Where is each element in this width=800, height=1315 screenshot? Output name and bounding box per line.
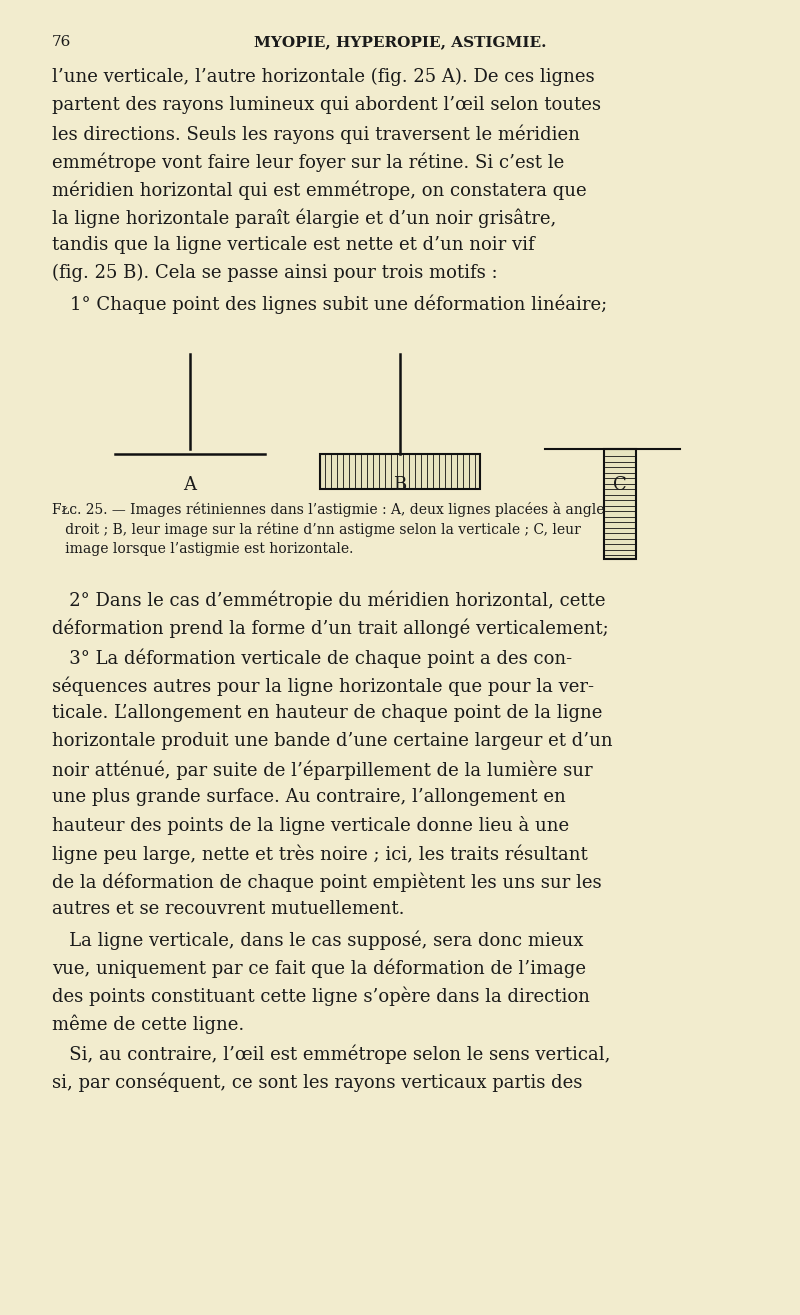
Text: horizontale produit une bande d’une certaine largeur et d’un: horizontale produit une bande d’une cert… (52, 732, 613, 750)
Text: 3° La déformation verticale de chaque point a des con-: 3° La déformation verticale de chaque po… (52, 648, 572, 668)
Text: vue, uniquement par ce fait que la déformation de l’image: vue, uniquement par ce fait que la défor… (52, 959, 586, 977)
Text: l’une verticale, l’autre horizontale (fig. 25 A). De ces lignes: l’une verticale, l’autre horizontale (fi… (52, 68, 594, 87)
Text: ticale. L’allongement en hauteur de chaque point de la ligne: ticale. L’allongement en hauteur de chaq… (52, 704, 602, 722)
Text: Fᴌᴄ. 25. — Images rétiniennes dans l’astigmie : A, deux lignes placées à angle: Fᴌᴄ. 25. — Images rétiniennes dans l’ast… (52, 502, 605, 517)
Bar (604, 448, 636, 559)
Text: B: B (394, 476, 406, 494)
Text: une plus grande surface. Au contraire, l’allongement en: une plus grande surface. Au contraire, l… (52, 788, 566, 806)
Text: ligne peu large, nette et très noire ; ici, les traits résultant: ligne peu large, nette et très noire ; i… (52, 844, 588, 864)
Text: A: A (183, 476, 197, 494)
Text: si, par conséquent, ce sont les rayons verticaux partis des: si, par conséquent, ce sont les rayons v… (52, 1072, 582, 1091)
Text: tandis que la ligne verticale est nette et d’un noir vif: tandis que la ligne verticale est nette … (52, 235, 534, 254)
Text: 1° Chaque point des lignes subit une déformation linéaire;: 1° Chaque point des lignes subit une déf… (70, 295, 607, 313)
Text: méridien horizontal qui est emmétrope, on constatera que: méridien horizontal qui est emmétrope, o… (52, 180, 586, 200)
Text: noir atténué, par suite de l’éparpillement de la lumière sur: noir atténué, par suite de l’éparpilleme… (52, 760, 593, 780)
Text: même de cette ligne.: même de cette ligne. (52, 1014, 244, 1034)
Text: hauteur des points de la ligne verticale donne lieu à une: hauteur des points de la ligne verticale… (52, 817, 569, 835)
Text: 2° Dans le cas d’emmétropie du méridien horizontal, cette: 2° Dans le cas d’emmétropie du méridien … (52, 590, 606, 609)
Text: partent des rayons lumineux qui abordent l’œil selon toutes: partent des rayons lumineux qui abordent… (52, 96, 601, 114)
Text: la ligne horizontale paraît élargie et d’un noir grisâtre,: la ligne horizontale paraît élargie et d… (52, 208, 556, 227)
Text: La ligne verticale, dans le cas supposé, sera donc mieux: La ligne verticale, dans le cas supposé,… (52, 930, 583, 949)
Text: emmétrope vont faire leur foyer sur la rétine. Si c’est le: emmétrope vont faire leur foyer sur la r… (52, 153, 564, 171)
Text: MYOPIE, HYPEROPIE, ASTIGMIE.: MYOPIE, HYPEROPIE, ASTIGMIE. (254, 36, 546, 49)
Text: C: C (613, 476, 627, 494)
Text: Si, au contraire, l’œil est emmétrope selon le sens vertical,: Si, au contraire, l’œil est emmétrope se… (52, 1044, 610, 1064)
Text: les directions. Seuls les rayons qui traversent le méridien: les directions. Seuls les rayons qui tra… (52, 124, 580, 143)
Text: de la déformation de chaque point empiètent les uns sur les: de la déformation de chaque point empièt… (52, 872, 602, 892)
Text: image lorsque l’astigmie est horizontale.: image lorsque l’astigmie est horizontale… (52, 542, 354, 556)
Text: droit ; B, leur image sur la rétine d’nn astigme selon la verticale ; C, leur: droit ; B, leur image sur la rétine d’nn… (52, 522, 581, 537)
Text: des points constituant cette ligne s’opère dans la direction: des points constituant cette ligne s’opè… (52, 986, 590, 1006)
Text: déformation prend la forme d’un trait allongé verticalement;: déformation prend la forme d’un trait al… (52, 618, 609, 638)
Text: (fig. 25 B). Cela se passe ainsi pour trois motifs :: (fig. 25 B). Cela se passe ainsi pour tr… (52, 264, 498, 283)
Text: autres et se recouvrent mutuellement.: autres et se recouvrent mutuellement. (52, 899, 405, 918)
Bar (320, 454, 480, 489)
Text: séquences autres pour la ligne horizontale que pour la ver-: séquences autres pour la ligne horizonta… (52, 676, 594, 696)
Text: 76: 76 (52, 36, 71, 49)
